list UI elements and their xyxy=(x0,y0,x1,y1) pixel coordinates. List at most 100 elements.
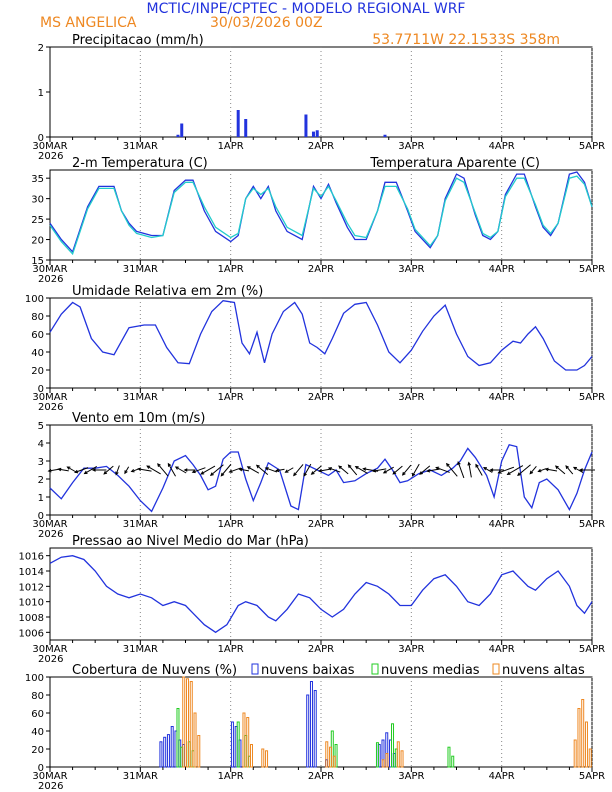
x-year-label: 2026 xyxy=(38,654,63,665)
series-line-vento xyxy=(49,444,593,513)
wind-arrow xyxy=(192,467,206,473)
cloud-bar-nuvens-baixas xyxy=(313,690,317,768)
wind-arrow xyxy=(247,466,260,474)
x-tick-label: 4APR xyxy=(489,644,515,655)
wind-arrow-head xyxy=(238,467,243,472)
y-tick-label: 60 xyxy=(31,330,44,341)
wind-arrow xyxy=(517,464,531,476)
legend-swatch-nuvens-baixas xyxy=(251,663,259,675)
wind-arrow-head xyxy=(255,464,260,469)
x-tick-label: 30MAR xyxy=(32,519,67,530)
wind-arrow xyxy=(483,467,493,473)
wind-arrow xyxy=(529,466,537,474)
panel-wind: 30MAR 31MAR 1APR 2APR 3APR 4APR 5APR 2026 0 1 2 3 4 5… xyxy=(32,411,605,540)
wind-arrow xyxy=(210,464,224,476)
panel-title: Precipitacao (mm/h) xyxy=(72,33,204,48)
wind-arrow xyxy=(573,466,584,474)
wind-arrow-head xyxy=(572,466,577,471)
wind-arrow-head xyxy=(124,470,128,475)
cloud-bar-nuvens-altas xyxy=(182,676,186,768)
y-tick-label: 2 xyxy=(38,475,44,486)
panel-clouds: 30MAR 31MAR 1APR 2APR 3APR 4APR 5APR 2026 0 20 40 6… xyxy=(25,663,605,792)
wind-arrow xyxy=(157,463,169,477)
wind-arrow xyxy=(138,468,152,472)
wind-arrow-head xyxy=(338,465,343,470)
wind-arrow xyxy=(392,465,403,475)
x-tick-label: 5APR xyxy=(579,519,605,530)
x-tick-label: 31MAR xyxy=(123,771,158,782)
x-tick-label: 2APR xyxy=(308,141,334,152)
cloud-bar-nuvens-baixas xyxy=(159,741,163,768)
wind-arrow-head xyxy=(318,468,323,473)
wind-arrow-head xyxy=(246,466,251,470)
y-tick-label: 40 xyxy=(31,727,44,738)
cloud-bar-nuvens-altas xyxy=(584,721,588,768)
cloud-bar-nuvens-baixas xyxy=(170,726,174,768)
wind-arrow-head xyxy=(435,466,440,471)
cloud-bar-nuvens-altas xyxy=(325,741,329,768)
legend-apparent-temp: Temperatura Aparente (C) xyxy=(369,156,540,171)
y-tick-label: 1006 xyxy=(19,628,44,639)
cloud-bar-nuvens-medias xyxy=(176,708,180,768)
wind-arrow-head xyxy=(483,467,487,471)
wind-arrow xyxy=(446,463,458,477)
wind-arrow-head xyxy=(347,464,352,469)
x-tick-label: 5APR xyxy=(579,141,605,152)
x-tick-label: 5APR xyxy=(579,771,605,782)
x-tick-label: 30MAR xyxy=(32,771,67,782)
wind-arrow-head xyxy=(157,463,161,467)
wind-arrow-head xyxy=(554,465,559,470)
wind-arrow-head xyxy=(327,467,332,471)
y-tick-label: 80 xyxy=(31,312,44,323)
cloud-bar-nuvens-altas xyxy=(588,748,592,768)
precip-bar xyxy=(176,134,180,137)
x-tick-label: 30MAR xyxy=(32,264,67,275)
wind-arrow-head xyxy=(130,469,135,473)
y-tick-label: 0 xyxy=(38,133,44,144)
x-tick-label: 5APR xyxy=(579,392,605,403)
cloud-bar-nuvens-altas xyxy=(265,750,269,768)
legend-label-nuvens-medias: nuvens medias xyxy=(381,663,480,678)
cloud-bar-nuvens-medias xyxy=(447,746,451,768)
wind-arrow xyxy=(538,468,547,472)
y-tick-label: 5 xyxy=(38,421,44,432)
x-year-label: 2026 xyxy=(38,529,63,540)
wind-arrow-head xyxy=(310,471,315,475)
wind-arrow-head xyxy=(517,472,521,477)
cloud-bar-nuvens-medias xyxy=(375,742,379,768)
x-tick-label: 4APR xyxy=(489,392,515,403)
x-year-label: 2026 xyxy=(38,151,63,162)
wind-arrow-head xyxy=(457,461,461,466)
x-tick-label: 4APR xyxy=(489,771,515,782)
wind-arrow-head xyxy=(544,467,549,472)
x-year-label: 2026 xyxy=(38,402,63,413)
y-tick-label: 1010 xyxy=(19,598,44,609)
wind-arrow-head xyxy=(529,470,534,475)
y-tick-label: 0 xyxy=(38,763,44,774)
wind-arrow-head xyxy=(115,471,119,476)
wind-arrow-head xyxy=(354,465,359,470)
wind-arrow xyxy=(167,463,176,477)
y-tick-label: 60 xyxy=(31,709,44,720)
wind-arrow-head xyxy=(91,468,96,472)
y-tick-label: 40 xyxy=(31,348,44,359)
wind-arrow xyxy=(220,463,232,477)
cloud-bar-nuvens-altas xyxy=(193,712,197,768)
wind-arrow-head xyxy=(506,471,511,475)
wind-arrow xyxy=(545,468,558,472)
x-tick-label: 2APR xyxy=(308,392,334,403)
series-line-temperatura xyxy=(49,171,593,254)
cloud-bar-nuvens-altas xyxy=(329,746,333,768)
cloud-bar-nuvens-altas xyxy=(246,717,250,768)
panel-title: Cobertura de Nuvens (%) xyxy=(72,663,237,678)
wind-arrow-head xyxy=(467,461,471,466)
x-tick-label: 2APR xyxy=(308,264,334,275)
x-tick-label: 1APR xyxy=(218,141,244,152)
cloud-bar-nuvens-altas xyxy=(249,744,253,768)
wind-arrow-head xyxy=(174,466,179,470)
wind-arrow xyxy=(239,468,250,472)
x-tick-label: 1APR xyxy=(218,264,244,275)
panel-precip: 30MAR 31MAR 1APR 2APR 3APR 4APR 5APR 2026 0 1 2 Pre… xyxy=(32,33,605,162)
wind-arrow-head xyxy=(57,467,62,472)
wind-arrow xyxy=(303,463,312,477)
